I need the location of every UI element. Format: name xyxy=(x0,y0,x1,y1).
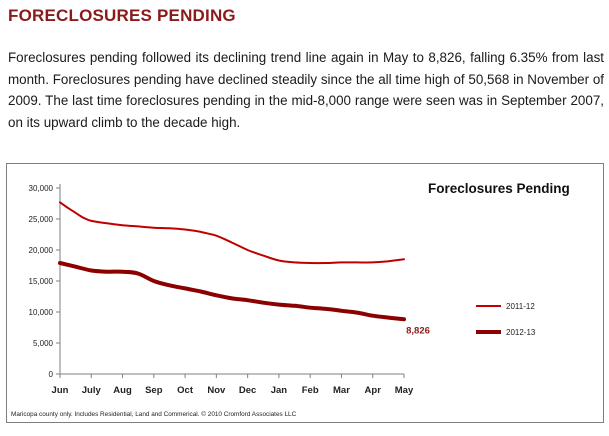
y-tick-label: 5,000 xyxy=(33,339,54,348)
y-tick-label: 0 xyxy=(49,370,54,379)
y-tick-label: 30,000 xyxy=(29,184,54,193)
annotations: 8,826 xyxy=(406,325,430,336)
chart-frame: Foreclosures Pending 0 5,000 10,000 15,000 2… xyxy=(6,163,604,423)
x-tick-label: Apr xyxy=(365,385,382,396)
x-tick-label: Sep xyxy=(145,385,163,396)
y-tick-label: 10,000 xyxy=(29,308,54,317)
series-layer xyxy=(58,201,406,322)
chart-title: Foreclosures Pending xyxy=(428,181,570,196)
legend-label: 2011-12 xyxy=(506,302,535,311)
data-label: 8,826 xyxy=(406,325,430,336)
legend-label: 2012-13 xyxy=(506,328,536,337)
x-tick-label: Nov xyxy=(207,385,226,396)
summary-paragraph: Foreclosures pending followed its declin… xyxy=(8,50,604,130)
series-line-2012-13 xyxy=(58,261,406,322)
y-axis: 0 5,000 10,000 15,000 20,000 25,000 30,000 xyxy=(29,184,61,379)
x-tick-label: Aug xyxy=(113,385,132,396)
x-tick-label: Jan xyxy=(271,385,288,396)
x-tick-label: May xyxy=(395,385,414,396)
x-tick-label: Oct xyxy=(177,385,194,396)
chart-footnote: Maricopa county only. Includes Residenti… xyxy=(11,410,297,418)
x-tick-label: July xyxy=(82,385,102,396)
y-tick-label: 20,000 xyxy=(29,246,54,255)
x-tick-label: Mar xyxy=(333,385,350,396)
x-tick-label: Jun xyxy=(52,385,69,396)
series-line-2011-12 xyxy=(59,201,405,265)
x-tick-label: Feb xyxy=(302,385,319,396)
x-tick-label: Dec xyxy=(239,385,256,396)
y-tick-label: 15,000 xyxy=(29,277,54,286)
x-axis: Jun July Aug Sep Oct Nov Dec Jan Feb Mar Apr May xyxy=(52,373,414,396)
foreclosures-line-chart: Foreclosures Pending 0 5,000 10,000 15,000 2… xyxy=(11,181,570,418)
y-tick-label: 25,000 xyxy=(29,215,54,224)
legend: 2011-12 2012-13 xyxy=(476,302,536,337)
section-heading: FORECLOSURES PENDING xyxy=(8,6,236,25)
